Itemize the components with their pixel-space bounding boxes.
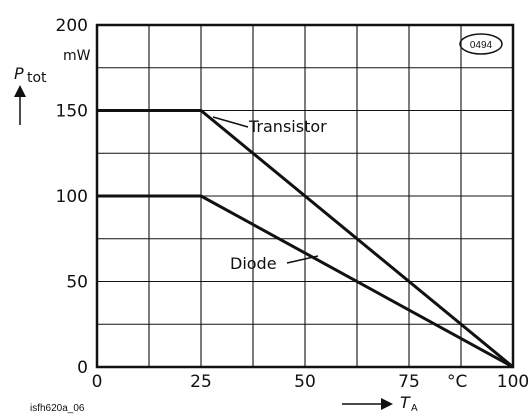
y-axis-label-subscript: tot [27,70,47,86]
y-tick-label: 150 [56,102,88,122]
series-line-diode [97,194,514,369]
series-label-transistor: Transistor [248,117,327,136]
x-tick-label: 100 [497,372,529,392]
series-label-diode: Diode [230,254,277,273]
figure-id: isfh620a_06 [30,403,85,414]
y-axis-label: P [14,64,24,83]
y-tick-label: 0 [77,358,88,378]
x-axis-label: T [400,393,411,412]
x-axis-label-subscript: A [411,403,418,414]
x-tick-label: 0 [92,372,103,392]
y-unit-label: mW [63,48,91,64]
badge-oval [459,33,503,55]
y-tick-label: 100 [56,187,88,207]
x-tick-label: 75 [398,372,420,392]
x-tick-label: 50 [294,372,316,392]
tick-labels: 0 25 50 75 100 0 50 100 150 200 [56,16,529,392]
series-line-transistor [97,109,514,369]
series-layer [97,109,514,369]
x-unit-label: °C [447,372,467,392]
transistor-leader [212,116,249,128]
x-tick-label: 25 [190,372,212,392]
diode-leader [286,255,319,264]
y-tick-label: 200 [56,16,88,36]
y-tick-label: 50 [66,273,88,293]
badge-text: 0494 [470,40,493,51]
